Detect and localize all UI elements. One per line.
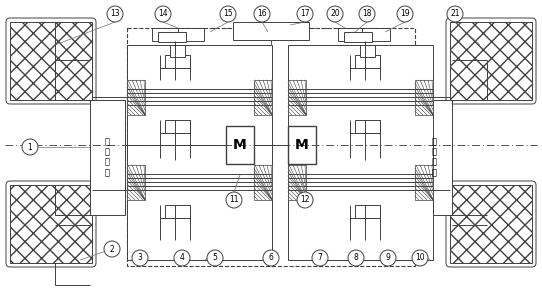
Bar — [450, 22, 532, 100]
Bar — [127, 80, 145, 115]
Circle shape — [107, 6, 123, 22]
Text: 1: 1 — [28, 143, 33, 152]
Text: 21: 21 — [450, 10, 460, 19]
Bar — [417, 100, 452, 215]
Text: M: M — [295, 138, 309, 152]
Bar — [226, 126, 254, 164]
Text: 10: 10 — [415, 253, 425, 262]
Circle shape — [412, 250, 428, 266]
Text: 3: 3 — [138, 253, 143, 262]
Bar — [450, 185, 532, 263]
Text: 4: 4 — [179, 253, 184, 262]
Bar — [10, 185, 92, 263]
Bar — [152, 28, 204, 41]
Bar — [127, 165, 145, 200]
Circle shape — [359, 6, 375, 22]
Text: 8: 8 — [353, 253, 358, 262]
Bar — [415, 80, 433, 115]
Bar — [170, 45, 185, 57]
Text: 6: 6 — [269, 253, 273, 262]
Circle shape — [104, 241, 120, 257]
Circle shape — [207, 250, 223, 266]
Bar — [360, 45, 375, 57]
Text: 16: 16 — [257, 10, 267, 19]
Bar — [355, 55, 380, 68]
Text: M: M — [233, 138, 247, 152]
Circle shape — [327, 6, 343, 22]
Circle shape — [263, 250, 279, 266]
Bar — [165, 120, 190, 133]
Bar — [165, 55, 190, 68]
Bar — [288, 126, 316, 164]
Bar — [158, 32, 186, 42]
Circle shape — [220, 6, 236, 22]
Circle shape — [226, 192, 242, 208]
Text: 7: 7 — [318, 253, 322, 262]
Bar — [288, 45, 433, 260]
Bar — [127, 45, 272, 260]
Circle shape — [348, 250, 364, 266]
Text: 17: 17 — [300, 10, 310, 19]
Text: 11: 11 — [229, 196, 238, 205]
Bar — [165, 205, 190, 218]
Text: 2: 2 — [109, 244, 114, 253]
Text: 后
驱
动
桥: 后 驱 动 桥 — [431, 137, 436, 177]
Text: 9: 9 — [385, 253, 390, 262]
Text: 12: 12 — [300, 196, 309, 205]
Bar — [90, 100, 125, 215]
Bar — [355, 120, 380, 133]
Circle shape — [312, 250, 328, 266]
Circle shape — [254, 6, 270, 22]
Bar — [254, 80, 272, 115]
Circle shape — [397, 6, 413, 22]
Text: 20: 20 — [330, 10, 340, 19]
Bar — [344, 32, 372, 42]
Circle shape — [22, 139, 38, 155]
Bar — [10, 22, 92, 100]
Bar — [288, 165, 306, 200]
Circle shape — [447, 6, 463, 22]
Bar — [127, 28, 415, 266]
Bar — [355, 205, 380, 218]
Text: 13: 13 — [110, 10, 120, 19]
Bar — [233, 22, 309, 40]
Circle shape — [155, 6, 171, 22]
Circle shape — [297, 192, 313, 208]
Text: 19: 19 — [400, 10, 410, 19]
Text: 18: 18 — [362, 10, 372, 19]
Bar — [415, 165, 433, 200]
Text: 15: 15 — [223, 10, 233, 19]
Text: 5: 5 — [212, 253, 217, 262]
Circle shape — [297, 6, 313, 22]
Text: 14: 14 — [158, 10, 168, 19]
Circle shape — [174, 250, 190, 266]
Circle shape — [132, 250, 148, 266]
Circle shape — [380, 250, 396, 266]
Bar — [254, 165, 272, 200]
Bar — [338, 28, 390, 41]
Text: 前
驱
动
桥: 前 驱 动 桥 — [105, 137, 109, 177]
Bar — [288, 80, 306, 115]
